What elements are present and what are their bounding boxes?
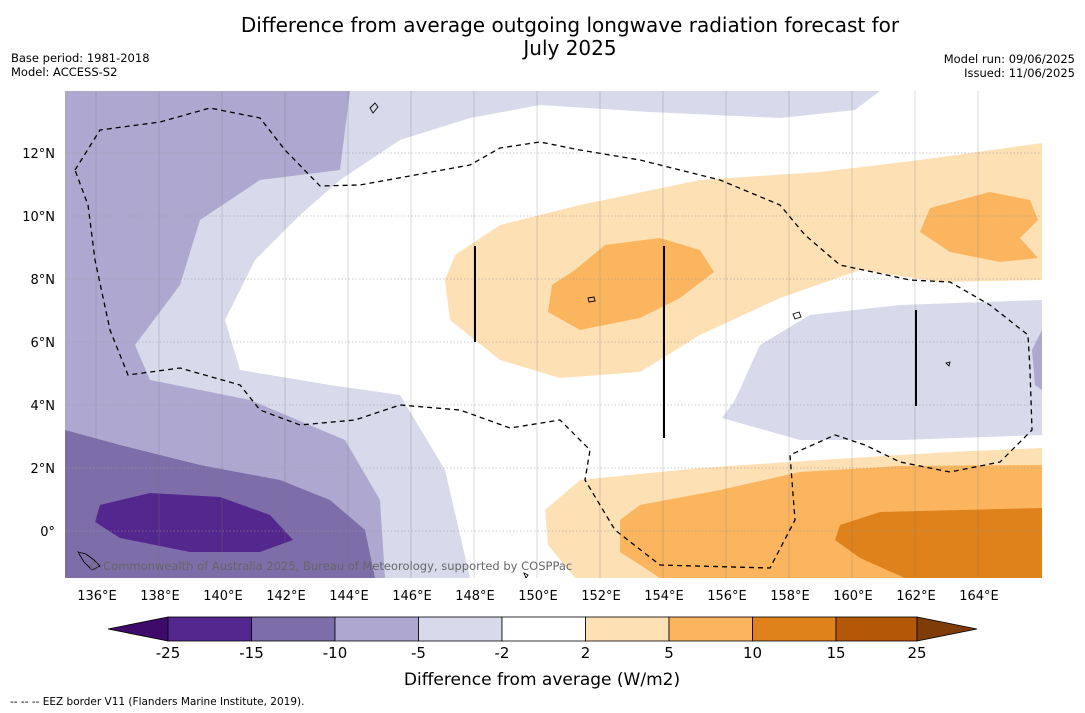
colorbar-arrow-low xyxy=(107,616,169,642)
colorbar-segment xyxy=(251,616,336,642)
colorbar-segment xyxy=(668,616,753,642)
lat-axis: 12°N 10°N 8°N 6°N 4°N 2°N 0° xyxy=(22,147,55,540)
colorbar-segment xyxy=(418,616,503,642)
contour-mid-pos-west xyxy=(548,238,714,330)
lon-label: 144°E xyxy=(329,589,369,604)
map-title-line2: July 2025 xyxy=(523,36,617,60)
lon-label: 152°E xyxy=(581,589,621,604)
colorbar-segment xyxy=(752,616,837,642)
lat-label: 10°N xyxy=(22,210,55,225)
colorbar-segment xyxy=(585,616,670,642)
colorbar-tick-label: 2 xyxy=(581,644,591,662)
run-info: Model run: 09/06/2025 Issued: 11/06/2025 xyxy=(944,52,1075,80)
eez-footnote: -- -- -- EEZ border V11 (Flanders Marine… xyxy=(10,696,305,708)
colorbar-tick-label: 10 xyxy=(743,644,762,662)
colorbar-segment xyxy=(501,616,586,642)
lon-label: 160°E xyxy=(833,589,873,604)
copyright-note: © Commonwealth of Australia 2025, Bureau… xyxy=(88,559,572,573)
colorbar-segment xyxy=(334,616,419,642)
islands xyxy=(77,102,951,578)
contour-very-strong-neg xyxy=(95,493,293,552)
colorbar-segment xyxy=(835,616,918,642)
colorbar-ticks: -25 -15 -10 -5 -2 2 5 10 15 25 xyxy=(156,644,927,662)
colorbar-tick-label: -2 xyxy=(495,644,510,662)
base-period: Base period: 1981-2018 xyxy=(11,51,150,65)
colorbar-tick-label: 15 xyxy=(826,644,845,662)
model-name: Model: ACCESS-S2 xyxy=(11,65,118,79)
lon-label: 146°E xyxy=(392,589,432,604)
lon-axis: 136°E 138°E 140°E 142°E 144°E 146°E 148°… xyxy=(77,589,999,604)
contour-mid-pos-east xyxy=(920,192,1038,262)
map-title: Difference from average outgoing longwav… xyxy=(200,14,940,60)
contour-mid-neg-east xyxy=(1032,330,1042,390)
lon-label: 142°E xyxy=(266,589,306,604)
model-run: Model run: 09/06/2025 xyxy=(943,52,1075,66)
colorbar-tick-label: 25 xyxy=(907,644,926,662)
colorbar-tick-label: -25 xyxy=(156,644,181,662)
lon-label: 154°E xyxy=(644,589,684,604)
lat-label: 12°N xyxy=(22,147,55,162)
lon-label: 138°E xyxy=(140,589,180,604)
lon-label: 136°E xyxy=(77,589,117,604)
lon-label: 164°E xyxy=(959,589,999,604)
lat-label: 2°N xyxy=(31,462,56,477)
colorbar-tick-label: 5 xyxy=(664,644,674,662)
colorbar-title: Difference from average (W/m2) xyxy=(404,670,680,690)
lon-label: 158°E xyxy=(770,589,810,604)
lon-label: 150°E xyxy=(518,589,558,604)
contour-strong-pos xyxy=(835,508,1042,578)
lon-label: 148°E xyxy=(455,589,495,604)
anomaly-field: © Commonwealth of Australia 2025, Bureau… xyxy=(65,91,1042,578)
colorbar-tick-label: -15 xyxy=(239,644,264,662)
issued-date: Issued: 11/06/2025 xyxy=(964,66,1075,80)
lat-label: 0° xyxy=(40,525,55,540)
colorbar-tick-label: -10 xyxy=(323,644,348,662)
colorbar-segment xyxy=(167,616,252,642)
colorbar-tick-label: -5 xyxy=(411,644,426,662)
lon-label: 140°E xyxy=(203,589,243,604)
map-title-line1: Difference from average outgoing longwav… xyxy=(240,13,900,37)
lon-label: 162°E xyxy=(896,589,936,604)
model-info: Base period: 1981-2018 Model: ACCESS-S2 xyxy=(11,51,150,79)
lat-label: 6°N xyxy=(31,336,56,351)
colorbar-arrow-high xyxy=(916,616,978,642)
lat-label: 4°N xyxy=(31,399,56,414)
eez-border xyxy=(74,107,1033,569)
colorbar xyxy=(107,616,978,642)
lon-label: 156°E xyxy=(707,589,747,604)
lat-label: 8°N xyxy=(31,273,56,288)
